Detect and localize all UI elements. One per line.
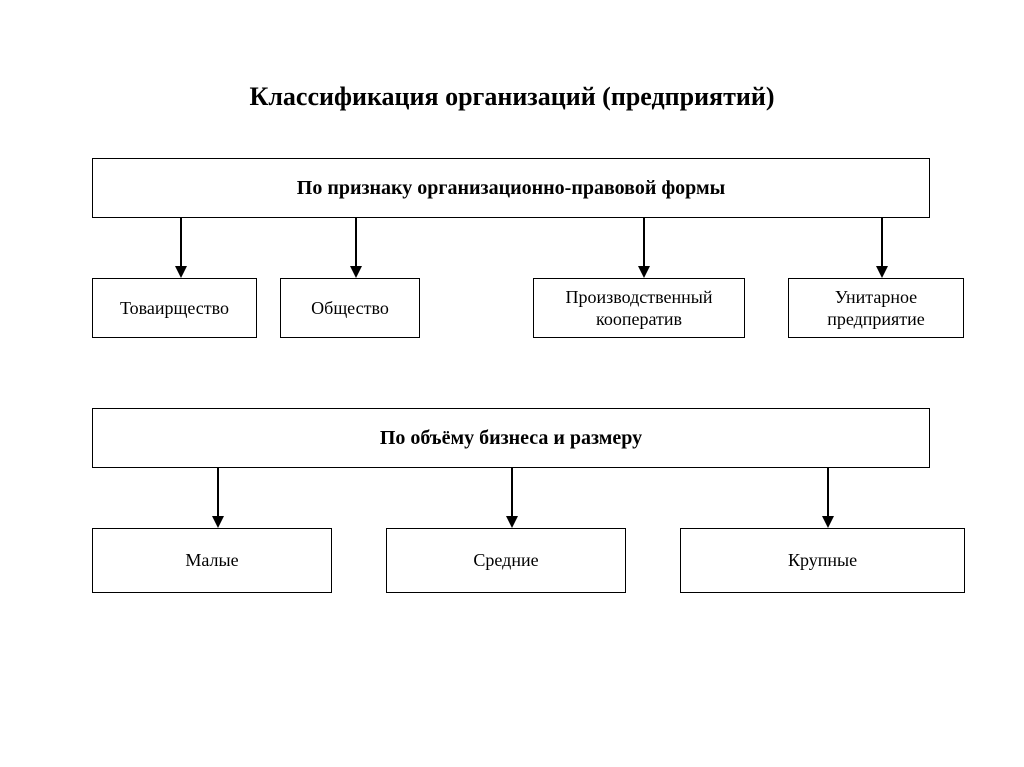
arrow-g1-cooperative bbox=[638, 218, 650, 278]
arrow-g1-society bbox=[350, 218, 362, 278]
diagram-canvas: Классификация организаций (предприятий) … bbox=[0, 0, 1024, 767]
society-label: Общество bbox=[311, 297, 389, 320]
arrow-g2-small bbox=[212, 468, 224, 528]
arrow-g2-medium bbox=[506, 468, 518, 528]
group2-header-box: По объёму бизнеса и размеру bbox=[92, 408, 930, 468]
arrow-g1-partnership bbox=[175, 218, 187, 278]
unitary-label: Унитарное предприятие bbox=[795, 286, 957, 331]
group2-header-label: По объёму бизнеса и размеру bbox=[380, 426, 642, 451]
partnership-label: Товаирщество bbox=[120, 297, 229, 320]
arrow-g2-large bbox=[822, 468, 834, 528]
cooperative-box: Производственный кооператив bbox=[533, 278, 745, 338]
unitary-box: Унитарное предприятие bbox=[788, 278, 964, 338]
society-box: Общество bbox=[280, 278, 420, 338]
small-box: Малые bbox=[92, 528, 332, 593]
small-label: Малые bbox=[185, 549, 238, 572]
medium-box: Средние bbox=[386, 528, 626, 593]
group1-header-label: По признаку организационно-правовой форм… bbox=[297, 176, 725, 201]
partnership-box: Товаирщество bbox=[92, 278, 257, 338]
large-box: Крупные bbox=[680, 528, 965, 593]
medium-label: Средние bbox=[473, 549, 538, 572]
arrow-g1-unitary bbox=[876, 218, 888, 278]
diagram-title: Классификация организаций (предприятий) bbox=[162, 82, 862, 112]
large-label: Крупные bbox=[788, 549, 857, 572]
cooperative-label: Производственный кооператив bbox=[540, 286, 738, 331]
group1-header-box: По признаку организационно-правовой форм… bbox=[92, 158, 930, 218]
